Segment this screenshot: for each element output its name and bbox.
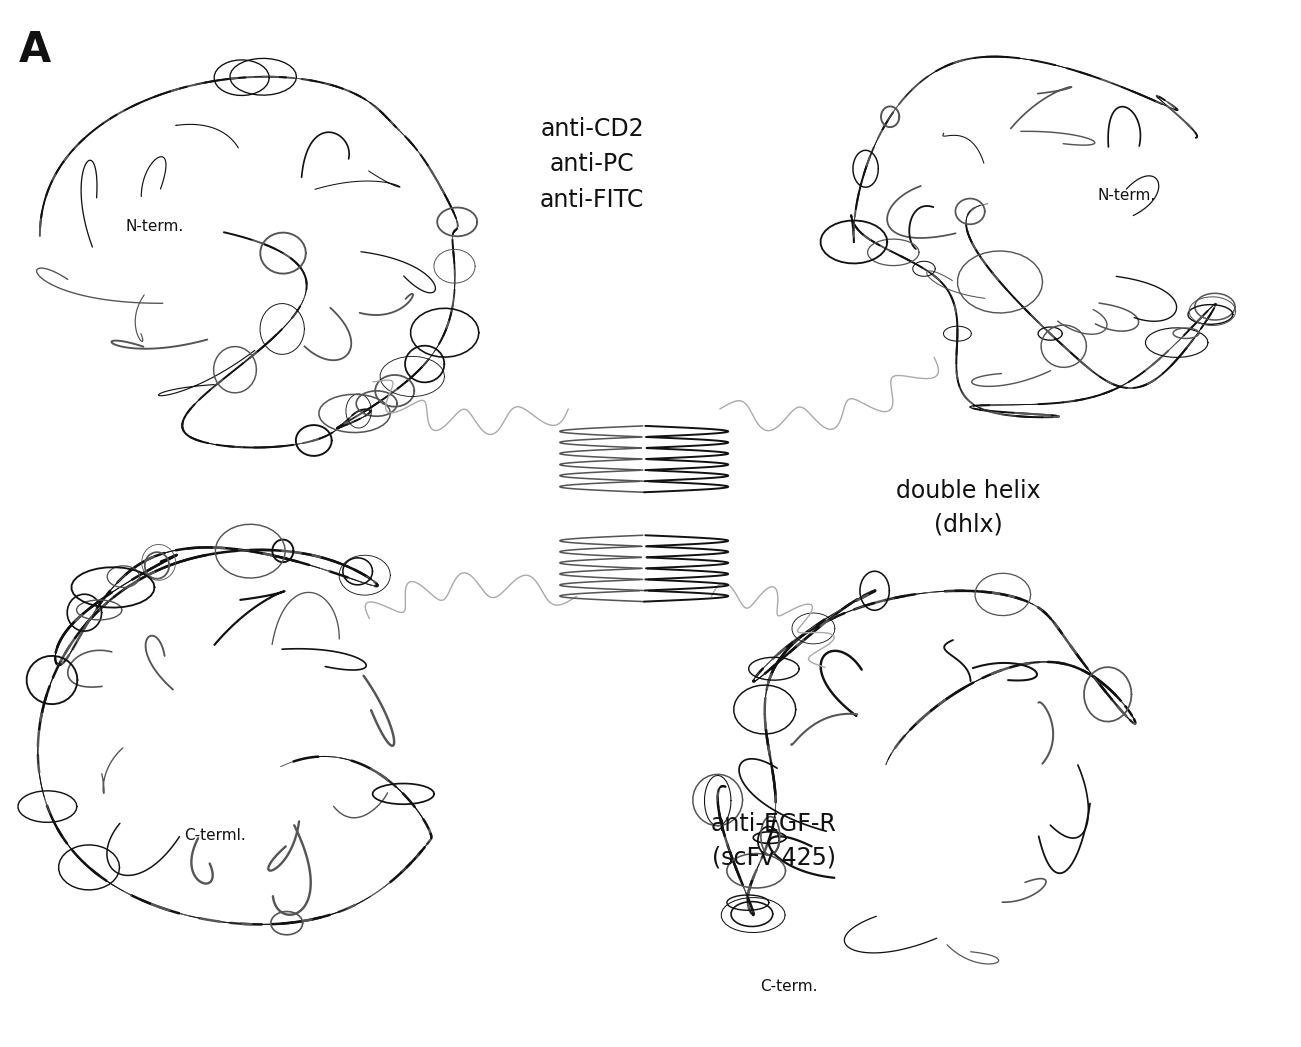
Text: anti-EGF-R
(scFv 425): anti-EGF-R (scFv 425) xyxy=(710,812,837,870)
Text: A: A xyxy=(18,29,51,71)
Text: anti-CD2
anti-PC
anti-FITC: anti-CD2 anti-PC anti-FITC xyxy=(540,117,644,211)
Text: N-term.: N-term. xyxy=(126,219,185,235)
Text: C-term.: C-term. xyxy=(761,979,818,995)
Text: N-term.: N-term. xyxy=(1098,188,1155,203)
Text: C-terml.: C-terml. xyxy=(185,828,246,844)
Text: double helix
(dhlx): double helix (dhlx) xyxy=(895,480,1041,537)
